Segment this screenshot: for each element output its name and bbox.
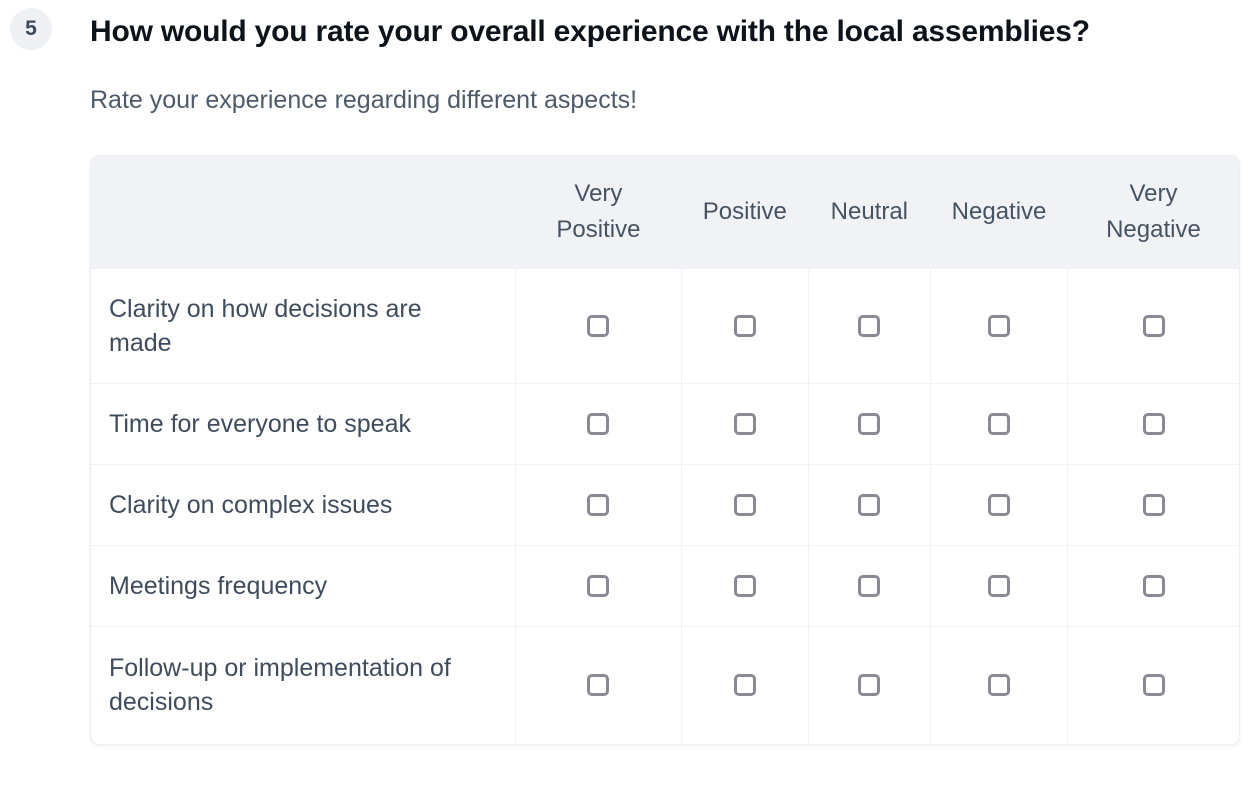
matrix-cell: [1067, 268, 1239, 384]
checkbox-unchecked-icon[interactable]: [988, 315, 1011, 337]
checkbox-unchecked-icon[interactable]: [988, 674, 1011, 697]
matrix-cell: [807, 383, 931, 465]
checkbox-unchecked-icon[interactable]: [587, 575, 610, 597]
matrix-cell: [807, 268, 931, 384]
question-number-badge: 5: [10, 8, 52, 50]
matrix-cell: [807, 464, 931, 546]
matrix-row: Clarity on complex issues: [91, 464, 1239, 546]
matrix-row-label: Meetings frequency: [91, 545, 516, 627]
matrix-cell: [680, 464, 809, 546]
checkbox-unchecked-icon[interactable]: [988, 575, 1011, 597]
matrix-table: Very Positive Positive Neutral Negative …: [91, 156, 1239, 744]
question-content: How would you rate your overall experien…: [90, 0, 1240, 745]
matrix-row: Follow-up or implementation of decisions: [91, 626, 1239, 744]
matrix-column-header: Neutral: [808, 156, 931, 269]
matrix-column-header: Very Negative: [1067, 156, 1239, 269]
checkbox-unchecked-icon[interactable]: [1142, 413, 1165, 435]
question-number: 5: [25, 17, 37, 40]
matrix-row-label: Follow-up or implementation of decisions: [91, 626, 516, 744]
checkbox-unchecked-icon[interactable]: [733, 413, 756, 435]
checkbox-unchecked-icon[interactable]: [733, 575, 756, 597]
question-subtitle: Rate your experience regarding different…: [90, 86, 638, 114]
matrix-cell: [929, 545, 1068, 627]
matrix-cell: [929, 268, 1068, 384]
checkbox-unchecked-icon[interactable]: [858, 575, 881, 597]
matrix-cell: [515, 464, 682, 546]
checkbox-unchecked-icon[interactable]: [858, 413, 881, 435]
checkbox-unchecked-icon[interactable]: [587, 413, 610, 435]
matrix-cell: [1067, 383, 1239, 465]
matrix-column-header: Very Positive: [515, 156, 682, 269]
matrix-cell: [929, 383, 1068, 465]
matrix-body: Clarity on how decisions are made Time f…: [91, 268, 1239, 744]
checkbox-unchecked-icon[interactable]: [988, 413, 1011, 435]
matrix-cell: [807, 626, 931, 744]
matrix-cell: [929, 464, 1068, 546]
matrix-row-label: Clarity on complex issues: [91, 464, 516, 546]
checkbox-unchecked-icon[interactable]: [988, 494, 1011, 516]
checkbox-unchecked-icon[interactable]: [1142, 315, 1165, 337]
checkbox-unchecked-icon[interactable]: [587, 315, 610, 337]
checkbox-unchecked-icon[interactable]: [858, 315, 881, 337]
matrix-cell: [680, 268, 809, 384]
matrix-cell: [515, 383, 682, 465]
matrix-column-header: Negative: [930, 156, 1068, 269]
checkbox-unchecked-icon[interactable]: [1142, 494, 1165, 516]
matrix-row: Meetings frequency: [91, 545, 1239, 627]
question-title: How would you rate your overall experien…: [90, 15, 1090, 48]
matrix-header-row: Very Positive Positive Neutral Negative …: [91, 156, 1239, 269]
matrix-row-label: Clarity on how decisions are made: [91, 268, 516, 384]
checkbox-unchecked-icon[interactable]: [858, 494, 881, 516]
matrix-cell: [1067, 464, 1239, 546]
matrix-table-container: Very Positive Positive Neutral Negative …: [90, 155, 1240, 745]
checkbox-unchecked-icon[interactable]: [1142, 674, 1165, 697]
matrix-header-empty-cell: [91, 156, 516, 269]
matrix-row: Time for everyone to speak: [91, 383, 1239, 465]
checkbox-unchecked-icon[interactable]: [733, 494, 756, 516]
matrix-row-label: Time for everyone to speak: [91, 383, 516, 465]
matrix-cell: [1067, 626, 1239, 744]
matrix-header: Very Positive Positive Neutral Negative …: [91, 156, 1239, 269]
checkbox-unchecked-icon[interactable]: [733, 315, 756, 337]
matrix-cell: [515, 545, 682, 627]
matrix-column-header: Positive: [681, 156, 809, 269]
matrix-cell: [515, 268, 682, 384]
checkbox-unchecked-icon[interactable]: [858, 674, 881, 697]
matrix-cell: [1067, 545, 1239, 627]
checkbox-unchecked-icon[interactable]: [587, 494, 610, 516]
matrix-cell: [680, 626, 809, 744]
checkbox-unchecked-icon[interactable]: [587, 674, 610, 697]
matrix-cell: [680, 545, 809, 627]
matrix-cell: [929, 626, 1068, 744]
matrix-cell: [807, 545, 931, 627]
checkbox-unchecked-icon[interactable]: [733, 674, 756, 697]
checkbox-unchecked-icon[interactable]: [1142, 575, 1165, 597]
matrix-row: Clarity on how decisions are made: [91, 268, 1239, 384]
matrix-cell: [515, 626, 682, 744]
matrix-cell: [680, 383, 809, 465]
